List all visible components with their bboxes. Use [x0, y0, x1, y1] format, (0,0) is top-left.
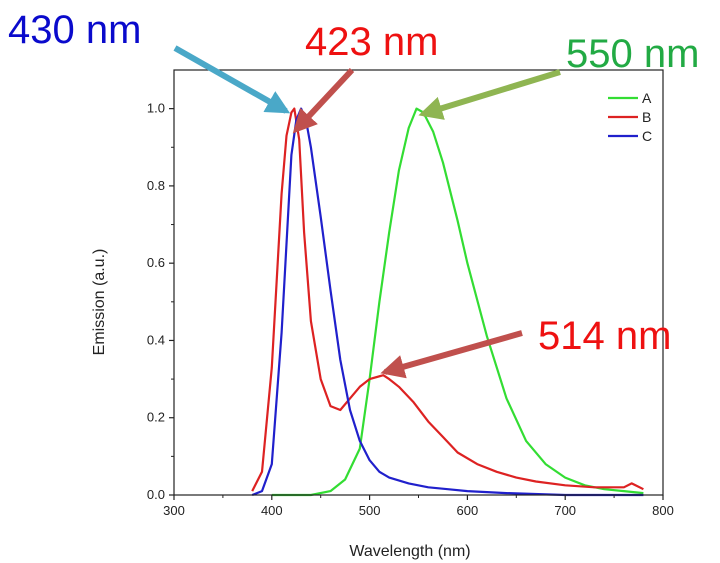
- x-tick-label: 600: [457, 503, 479, 518]
- annotation-arrow-423: [292, 67, 355, 134]
- annotation-arrow-550: [418, 69, 561, 120]
- annotation-423nm: 423 nm: [305, 20, 438, 64]
- x-tick-label: 300: [163, 503, 185, 518]
- x-axis-title: Wavelength (nm): [349, 543, 470, 560]
- series-line-b: [251, 107, 644, 492]
- y-tick-label: 0.4: [147, 332, 165, 347]
- y-tick-label: 1.0: [147, 101, 165, 116]
- annotation-550nm: 550 nm: [566, 32, 699, 76]
- y-tick-label: 0.6: [147, 255, 165, 270]
- annotation-arrow-430: [173, 45, 291, 114]
- annotations: 430 nm 423 nm 550 nm 514 nm: [8, 8, 699, 379]
- annotation-arrow-514: [380, 330, 523, 379]
- legend-label-a: A: [642, 90, 652, 106]
- x-tick-label: 400: [261, 503, 283, 518]
- plot-frame: [173, 69, 664, 496]
- series-line-a: [271, 107, 644, 497]
- annotation-514nm: 514 nm: [538, 314, 671, 358]
- x-tick-label: 500: [359, 503, 381, 518]
- legend-label-b: B: [642, 109, 651, 125]
- x-tick-label: 800: [652, 503, 674, 518]
- y-tick-label: 0.8: [147, 178, 165, 193]
- annotation-430nm: 430 nm: [8, 8, 141, 52]
- axes: 300 400 500 600 700 800 0.0 0.2 0.4 0.6 0.8 1.0: [147, 69, 674, 518]
- y-axis-title: Emission (a.u.): [91, 249, 108, 356]
- legend: ABC: [608, 90, 652, 144]
- x-tick-label: 700: [554, 503, 576, 518]
- y-tick-label: 0.2: [147, 410, 165, 425]
- y-tick-label: 0.0: [147, 487, 165, 502]
- series-line-c: [251, 107, 644, 497]
- plot-area: [251, 107, 644, 497]
- legend-label-c: C: [642, 128, 652, 144]
